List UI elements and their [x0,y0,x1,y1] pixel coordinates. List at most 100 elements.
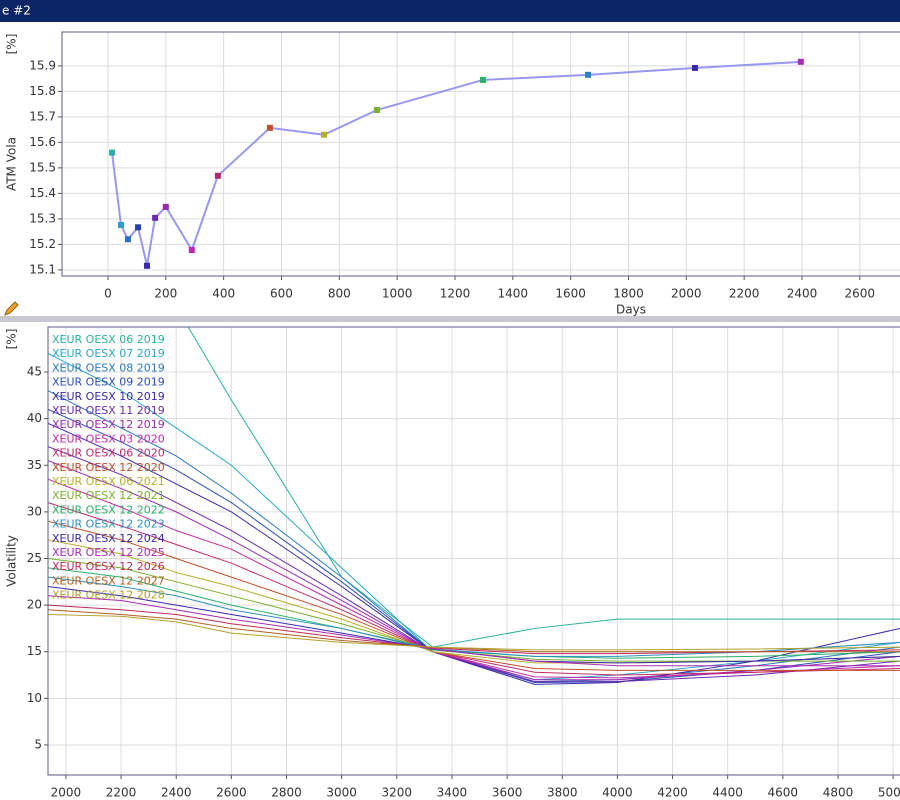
series-line [48,558,900,662]
plot-area [48,327,900,775]
x-tick-label: 0 [104,287,112,301]
data-point [797,58,804,65]
data-point [135,224,142,231]
legend-entry: XEUR OESX 12 2022 [52,503,165,516]
x-tick-label: 1000 [382,287,413,301]
y-tick-label: 20 [27,598,42,612]
series-line [48,502,900,676]
x-tick-label: 1800 [613,287,644,301]
series-line [48,595,900,667]
plot-content [48,327,900,685]
x-tick-label: 2600 [216,786,247,800]
legend-entry: XEUR OESX 12 2021 [52,489,165,502]
data-point [584,71,591,78]
x-tick-label: 2400 [787,287,818,301]
y-tick-label: 15.8 [29,84,56,98]
x-tick-label: 4800 [823,786,854,800]
y-axis-label: ATM Vola [5,137,19,191]
splitter[interactable] [0,316,900,322]
y-tick-label: 15.3 [29,211,56,225]
data-point [162,203,169,210]
legend-entry: XEUR OESX 07 2019 [52,347,165,360]
x-tick-label: 2600 [845,287,876,301]
data-point [373,107,380,114]
legend-entry: XEUR OESX 11 2019 [52,404,165,417]
legend-entry: XEUR OESX 03 2020 [52,432,165,445]
edit-icon[interactable] [4,301,19,316]
data-line [111,60,801,267]
legend-entry: XEUR OESX 12 2019 [52,418,165,431]
plot-border [61,31,900,277]
series-line [48,446,900,683]
data-point [124,236,131,243]
series-line [48,478,900,679]
x-tick-label: 400 [212,287,235,301]
x-tick-label: 600 [270,287,293,301]
y-tick-label: 15.2 [29,237,56,251]
legend-entry: XEUR OESX 06 2019 [52,333,165,346]
y-tick-label: 5 [34,737,42,751]
x-tick-label: 3200 [382,786,413,800]
x-tick-label: 3000 [326,786,357,800]
series-line [48,576,900,657]
data-point [691,64,698,71]
data-point [320,131,327,138]
plot-border [47,326,900,776]
data-point [214,172,221,179]
x-tick-label: 2800 [271,786,302,800]
x-tick-label: 4600 [768,786,799,800]
y-tick-label: 15 [27,644,42,658]
series-line [48,604,900,655]
y-tick-label: 10 [27,691,42,705]
series-line [48,585,900,664]
data-point [480,76,487,83]
x-axis-label: Days [616,303,646,317]
y-tick-label: 30 [27,504,42,518]
y-unit: [%] [5,34,19,55]
series-line [48,352,900,681]
window-title: e #2 [2,4,31,18]
series-line [48,520,900,671]
data-point [117,222,124,229]
x-tick-label: 4400 [712,786,743,800]
series-line [48,609,900,653]
y-tick-label: 15.5 [29,160,56,174]
legend-entry: XEUR OESX 12 2025 [52,546,165,559]
legend-entry: XEUR OESX 12 2020 [52,461,165,474]
y-tick-label: 15.7 [29,109,56,123]
legend-entry: XEUR OESX 06 2021 [52,475,165,488]
x-tick-label: 2200 [729,287,760,301]
legend-entry: XEUR OESX 08 2019 [52,361,165,374]
series-line [187,327,900,648]
data-point [266,124,273,131]
x-tick-label: 2000 [51,786,82,800]
y-tick-label: 25 [27,551,42,565]
y-tick-label: 15.6 [29,135,56,149]
y-tick-label: 15.4 [29,186,56,200]
x-tick-label: 1200 [440,287,471,301]
legend-entry: XEUR OESX 12 2027 [52,574,165,587]
x-tick-label: 3600 [492,786,523,800]
legend-entry: XEUR OESX 09 2019 [52,376,165,389]
x-tick-label: 4000 [602,786,633,800]
data-point [188,246,195,253]
data-point [109,149,116,156]
x-tick-label: 3800 [547,786,578,800]
legend-entry: XEUR OESX 10 2019 [52,390,165,403]
plot-area [62,32,900,276]
legend-entry: XEUR OESX 12 2023 [52,518,165,531]
x-tick-label: 4200 [657,786,688,800]
y-tick-label: 45 [27,365,42,379]
data-point [152,214,159,221]
x-tick-label: 800 [328,287,351,301]
series-line [48,390,900,683]
y-axis-label: Volatility [5,535,19,587]
legend-entry: XEUR OESX 12 2028 [52,589,165,602]
y-tick-label: 40 [27,411,42,425]
x-tick-label: 1600 [555,287,586,301]
x-tick-label: 2000 [671,287,702,301]
legend-entry: XEUR OESX 06 2020 [52,447,165,460]
x-tick-label: 3400 [437,786,468,800]
